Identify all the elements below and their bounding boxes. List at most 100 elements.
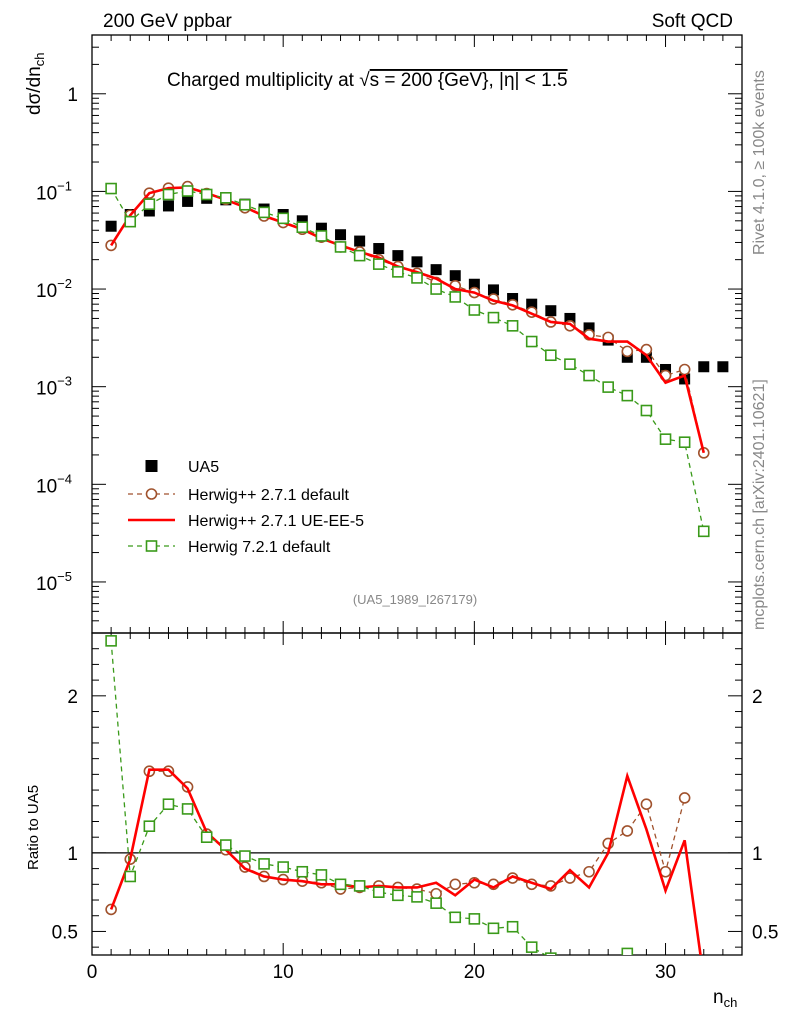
data-point	[411, 272, 423, 284]
legend-marker	[145, 540, 158, 552]
data-point	[468, 304, 481, 316]
data-point	[487, 311, 500, 324]
ratio-point	[430, 887, 442, 900]
ratio-point	[640, 798, 653, 811]
series-line-3	[110, 188, 705, 532]
legend-label: UA5	[188, 459, 219, 476]
data-point	[392, 266, 404, 278]
data-point	[449, 291, 462, 303]
series-line-2	[110, 186, 706, 454]
data-point	[296, 221, 309, 234]
data-point	[545, 305, 557, 317]
data-point	[602, 381, 614, 393]
data-point	[315, 230, 328, 242]
data-point	[660, 363, 672, 375]
data-point	[506, 320, 519, 332]
data-point	[526, 298, 538, 310]
ratio-point	[641, 966, 651, 976]
data-point	[392, 250, 404, 262]
ratio-line-2	[109, 768, 702, 955]
x-tick-label: 10	[273, 962, 294, 983]
data-point	[182, 195, 194, 207]
data-point	[487, 284, 499, 296]
chart-title: Charged multiplicity at √s = 200 {GeV}, …	[167, 70, 568, 91]
data-point	[143, 205, 155, 217]
ratio-point	[105, 635, 117, 647]
ratio-point	[258, 858, 270, 870]
y-tick-label: 1	[67, 85, 78, 106]
data-point	[525, 335, 538, 348]
legend-label: Herwig++ 2.7.1 UE-EE-5	[188, 513, 364, 530]
ratio-point	[487, 922, 500, 935]
data-point	[277, 212, 289, 225]
ratio-point	[430, 897, 442, 909]
ratio-point	[621, 947, 634, 955]
rivet-info: Rivet 4.1.0, ≥ 100k events	[751, 70, 768, 255]
ratio-point	[181, 803, 194, 815]
ratio-point	[565, 956, 575, 966]
legend-marker	[145, 460, 158, 472]
data-point	[678, 436, 691, 449]
data-point	[258, 206, 270, 219]
x-axis-label: nch	[713, 987, 737, 1010]
data-point	[564, 358, 576, 370]
data-point	[640, 404, 653, 417]
data-point	[143, 198, 156, 210]
data-point	[468, 278, 480, 290]
ratio-point	[353, 880, 366, 892]
data-point	[697, 525, 710, 538]
legend-label: Herwig 7.2.1 default	[188, 539, 331, 556]
y-tick-label: 10−1	[36, 178, 72, 204]
data-point	[353, 249, 366, 262]
ratio-point	[545, 952, 557, 955]
y-tick-label: 10−5	[36, 569, 72, 595]
data-point	[583, 369, 595, 382]
data-point	[105, 182, 117, 195]
ratio-tick-label: 1	[67, 844, 78, 865]
ratio-point	[621, 825, 634, 837]
legend-label: Herwig++ 2.7.1 default	[188, 487, 350, 504]
ratio-tick-label: 2	[752, 687, 763, 708]
ratio-point	[200, 831, 213, 843]
data-point	[583, 322, 595, 334]
data-point	[162, 200, 174, 212]
main-series	[105, 180, 729, 538]
ratio-point	[334, 878, 347, 891]
ratio-series	[105, 635, 709, 1012]
ratio-point	[584, 961, 594, 971]
data-point	[162, 188, 175, 201]
data-point	[373, 243, 385, 255]
ratio-point	[124, 870, 137, 883]
data-point	[621, 345, 634, 358]
data-point	[372, 258, 385, 270]
data-point	[200, 188, 213, 201]
series-line-1	[110, 185, 705, 454]
data-point	[621, 351, 633, 363]
ratio-point	[277, 861, 289, 873]
data-point	[296, 215, 308, 227]
data-point	[430, 264, 442, 276]
ratio-point	[239, 850, 251, 862]
ratio-point	[392, 889, 404, 902]
header-right: Soft QCD	[652, 11, 733, 32]
data-point	[717, 361, 729, 373]
ratio-point	[678, 792, 691, 804]
ratio-point	[220, 839, 232, 851]
data-point	[220, 192, 232, 204]
header-left: 200 GeV ppbar	[103, 11, 233, 32]
ratio-point	[162, 798, 175, 811]
ratio-point	[525, 941, 538, 953]
ratio-tick-label: 2	[67, 687, 78, 708]
data-point	[678, 363, 691, 376]
data-point	[335, 229, 347, 241]
y-tick-label: 10−4	[36, 471, 72, 497]
ratio-point	[411, 891, 423, 903]
ratio-point	[699, 1002, 709, 1012]
ratio-point	[315, 869, 328, 881]
data-point	[507, 293, 519, 305]
analysis-id: (UA5_1989_I267179)	[353, 592, 477, 607]
data-point	[181, 185, 194, 197]
data-point	[124, 215, 137, 228]
ratio-point	[603, 963, 613, 973]
